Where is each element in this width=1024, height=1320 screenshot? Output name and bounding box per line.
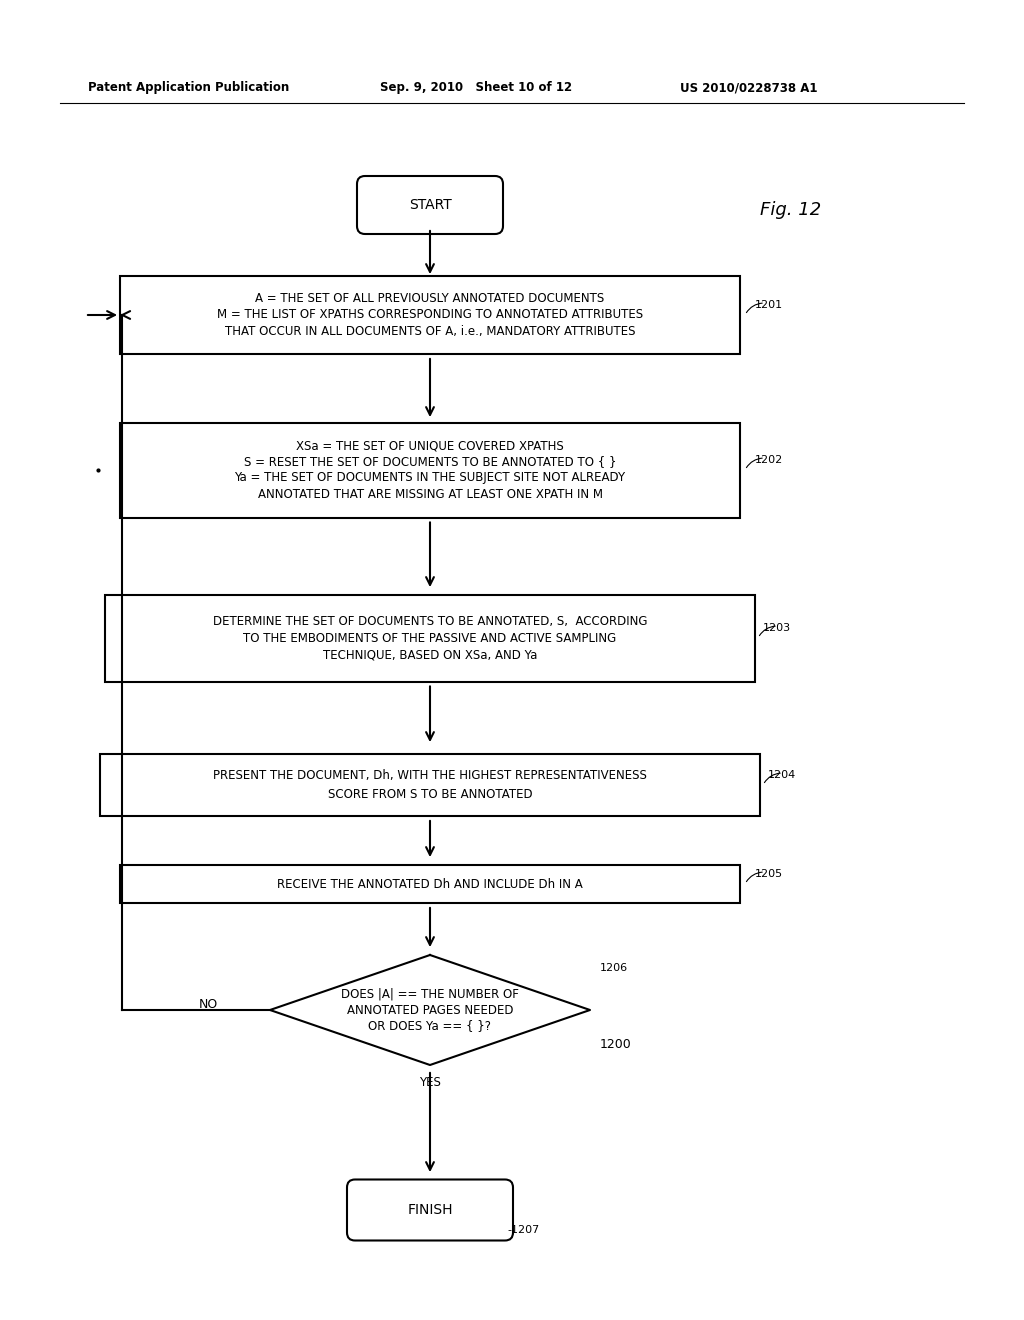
Text: 1202: 1202 xyxy=(755,455,783,465)
Text: ANNOTATED THAT ARE MISSING AT LEAST ONE XPATH IN M: ANNOTATED THAT ARE MISSING AT LEAST ONE … xyxy=(257,487,602,500)
Text: 1206: 1206 xyxy=(600,964,628,973)
Text: TECHNIQUE, BASED ON XSa, AND Ya: TECHNIQUE, BASED ON XSa, AND Ya xyxy=(323,648,538,661)
Text: SCORE FROM S TO BE ANNOTATED: SCORE FROM S TO BE ANNOTATED xyxy=(328,788,532,800)
Text: NO: NO xyxy=(199,998,218,1011)
Bar xyxy=(105,594,755,681)
Text: 1204: 1204 xyxy=(768,770,797,780)
Text: Fig. 12: Fig. 12 xyxy=(760,201,821,219)
Text: US 2010/0228738 A1: US 2010/0228738 A1 xyxy=(680,82,817,95)
Text: RECEIVE THE ANNOTATED Dh AND INCLUDE Dh IN A: RECEIVE THE ANNOTATED Dh AND INCLUDE Dh … xyxy=(278,878,583,891)
Text: FINISH: FINISH xyxy=(408,1203,453,1217)
Text: Sep. 9, 2010   Sheet 10 of 12: Sep. 9, 2010 Sheet 10 of 12 xyxy=(380,82,572,95)
Text: PRESENT THE DOCUMENT, Dh, WITH THE HIGHEST REPRESENTATIVENESS: PRESENT THE DOCUMENT, Dh, WITH THE HIGHE… xyxy=(213,770,647,783)
Text: DETERMINE THE SET OF DOCUMENTS TO BE ANNOTATED, S,  ACCORDING: DETERMINE THE SET OF DOCUMENTS TO BE ANN… xyxy=(213,615,647,627)
Bar xyxy=(100,754,760,816)
FancyBboxPatch shape xyxy=(347,1180,513,1241)
Text: YES: YES xyxy=(419,1077,441,1089)
Text: S = RESET THE SET OF DOCUMENTS TO BE ANNOTATED TO { }: S = RESET THE SET OF DOCUMENTS TO BE ANN… xyxy=(244,455,616,469)
Text: -1207: -1207 xyxy=(507,1225,540,1236)
Bar xyxy=(120,422,740,517)
Text: ANNOTATED PAGES NEEDED: ANNOTATED PAGES NEEDED xyxy=(347,1003,513,1016)
Text: OR DOES Ya == { }?: OR DOES Ya == { }? xyxy=(369,1019,492,1032)
FancyBboxPatch shape xyxy=(357,176,503,234)
Text: Ya = THE SET OF DOCUMENTS IN THE SUBJECT SITE NOT ALREADY: Ya = THE SET OF DOCUMENTS IN THE SUBJECT… xyxy=(234,471,626,484)
Text: START: START xyxy=(409,198,452,213)
Text: THAT OCCUR IN ALL DOCUMENTS OF A, i.e., MANDATORY ATTRIBUTES: THAT OCCUR IN ALL DOCUMENTS OF A, i.e., … xyxy=(224,326,635,338)
Text: 1201: 1201 xyxy=(755,300,783,310)
Text: 1205: 1205 xyxy=(755,869,783,879)
Text: 1200: 1200 xyxy=(600,1039,632,1052)
Text: A = THE SET OF ALL PREVIOUSLY ANNOTATED DOCUMENTS: A = THE SET OF ALL PREVIOUSLY ANNOTATED … xyxy=(255,292,604,305)
Text: DOES |A| == THE NUMBER OF: DOES |A| == THE NUMBER OF xyxy=(341,987,519,1001)
Bar xyxy=(120,276,740,354)
Bar xyxy=(120,865,740,903)
Text: 1203: 1203 xyxy=(763,623,792,634)
Text: M = THE LIST OF XPATHS CORRESPONDING TO ANNOTATED ATTRIBUTES: M = THE LIST OF XPATHS CORRESPONDING TO … xyxy=(217,309,643,322)
Polygon shape xyxy=(270,954,590,1065)
Text: Patent Application Publication: Patent Application Publication xyxy=(88,82,289,95)
Text: TO THE EMBODIMENTS OF THE PASSIVE AND ACTIVE SAMPLING: TO THE EMBODIMENTS OF THE PASSIVE AND AC… xyxy=(244,631,616,644)
Text: XSa = THE SET OF UNIQUE COVERED XPATHS: XSa = THE SET OF UNIQUE COVERED XPATHS xyxy=(296,440,564,453)
